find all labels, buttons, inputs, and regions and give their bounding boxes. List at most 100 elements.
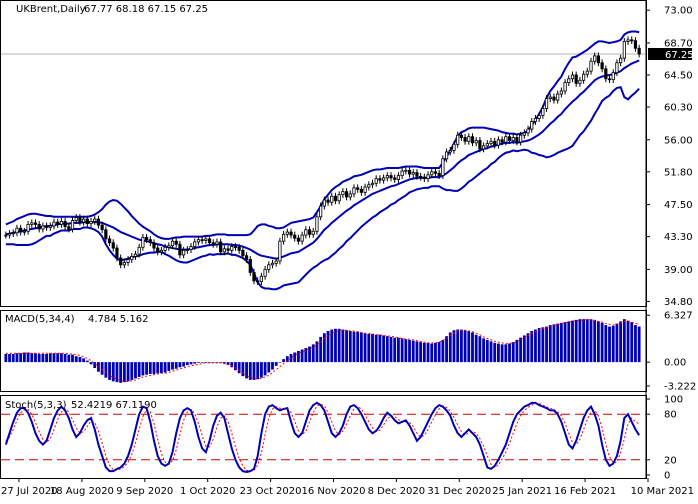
candle-body	[119, 257, 123, 266]
macd-histogram-bar	[278, 362, 282, 363]
price-candle	[374, 175, 378, 187]
price-y-tick-label: 43.30	[664, 232, 693, 243]
price-candle	[115, 244, 119, 262]
candle-body	[219, 241, 223, 253]
price-candle	[367, 181, 371, 191]
candle-body	[152, 242, 156, 249]
candle-body	[96, 218, 101, 226]
macd-histogram-bar	[611, 325, 615, 363]
price-candle	[382, 174, 386, 184]
macd-histogram-bar	[422, 342, 426, 363]
candle-body	[256, 280, 260, 283]
candle-body	[122, 262, 126, 266]
price-candle	[370, 179, 375, 189]
candle-body	[570, 74, 575, 80]
price-candle	[396, 172, 401, 183]
price-candle	[59, 217, 64, 228]
candle-body	[93, 218, 97, 222]
price-candle	[289, 228, 293, 239]
stoch-main-line	[4, 401, 640, 473]
price-candle	[282, 230, 286, 245]
macd-histogram-bar	[148, 362, 152, 374]
macd-histogram-bar	[67, 354, 71, 363]
macd-histogram-bar	[134, 362, 137, 379]
candle-body	[574, 74, 578, 84]
candle-body	[370, 182, 375, 186]
macd-histogram-bar	[137, 362, 141, 377]
price-candle	[548, 93, 552, 103]
x-axis-tick-label: 1 Oct 2020	[180, 486, 235, 497]
candle-body	[33, 222, 38, 225]
candle-body	[311, 230, 315, 235]
price-candle	[493, 137, 497, 149]
candle-body	[559, 90, 563, 95]
candle-body	[44, 225, 49, 228]
macd-histogram-bar	[85, 360, 89, 363]
candle-body	[48, 225, 52, 228]
macd-histogram-bar	[567, 321, 571, 363]
candle-body	[356, 187, 360, 190]
macd-histogram-bar	[415, 341, 419, 363]
price-candle	[319, 202, 323, 221]
price-candle	[256, 277, 260, 286]
macd-histogram-bar	[315, 341, 319, 363]
macd-histogram-bar	[111, 362, 115, 382]
macd-histogram-bar	[382, 335, 386, 363]
last-price-tag	[648, 47, 692, 60]
candle-body	[59, 220, 64, 225]
candle-body	[56, 221, 60, 225]
stoch-y-tick-label: 20	[664, 455, 677, 466]
x-axis-tick-label: 18 Aug 2020	[50, 486, 114, 497]
macd-histogram-bar	[108, 362, 111, 380]
price-candle	[474, 137, 478, 147]
macd-histogram-bar	[289, 353, 293, 363]
macd-histogram-bar	[541, 327, 545, 363]
price-candle	[430, 168, 434, 179]
macd-histogram-bar	[159, 362, 163, 374]
price-candle	[237, 243, 241, 254]
candle-body	[104, 229, 108, 240]
macd-histogram-bar	[597, 321, 600, 363]
price-candle	[537, 111, 541, 122]
macd-histogram-bar	[248, 362, 252, 380]
bollinger-middle-line	[5, 59, 640, 260]
candle-body	[330, 195, 334, 203]
price-candle	[63, 217, 67, 231]
candle-body	[363, 186, 367, 193]
macd-histogram-bar	[171, 362, 174, 370]
candle-body	[615, 62, 619, 74]
macd-histogram-bar	[282, 359, 286, 363]
price-candle	[85, 215, 89, 228]
x-axis-tick-label: 25 Jan 2021	[492, 486, 552, 497]
candle-body	[470, 136, 475, 144]
candle-body	[604, 68, 608, 80]
macd-histogram-bar	[393, 337, 397, 363]
candle-body	[207, 238, 212, 244]
price-candle	[426, 171, 430, 183]
macd-histogram-bar	[582, 319, 586, 363]
candle-body	[500, 139, 504, 143]
candle-body	[63, 220, 67, 228]
price-candle	[611, 69, 615, 83]
candle-body	[419, 175, 423, 178]
macd-histogram-bar	[471, 332, 474, 363]
candle-body	[15, 227, 19, 234]
candle-body	[533, 118, 538, 122]
price-candle	[226, 245, 230, 254]
macd-histogram-bar	[478, 336, 482, 363]
candle-body	[426, 174, 430, 180]
price-candle	[163, 243, 167, 254]
candle-body	[230, 246, 234, 251]
candle-body	[144, 236, 149, 241]
macd-histogram-bar	[500, 344, 504, 363]
price-y-tick-label: 51.80	[664, 167, 693, 178]
candle-body	[578, 79, 582, 84]
price-candle	[189, 243, 193, 254]
price-candle	[522, 129, 526, 139]
stoch-y-tick-label: 0	[664, 470, 670, 481]
candle-body	[341, 191, 345, 196]
x-axis-tick-label: 16 Nov 2020	[301, 486, 365, 497]
macd-histogram-bar	[78, 356, 82, 363]
candle-body	[448, 150, 452, 153]
